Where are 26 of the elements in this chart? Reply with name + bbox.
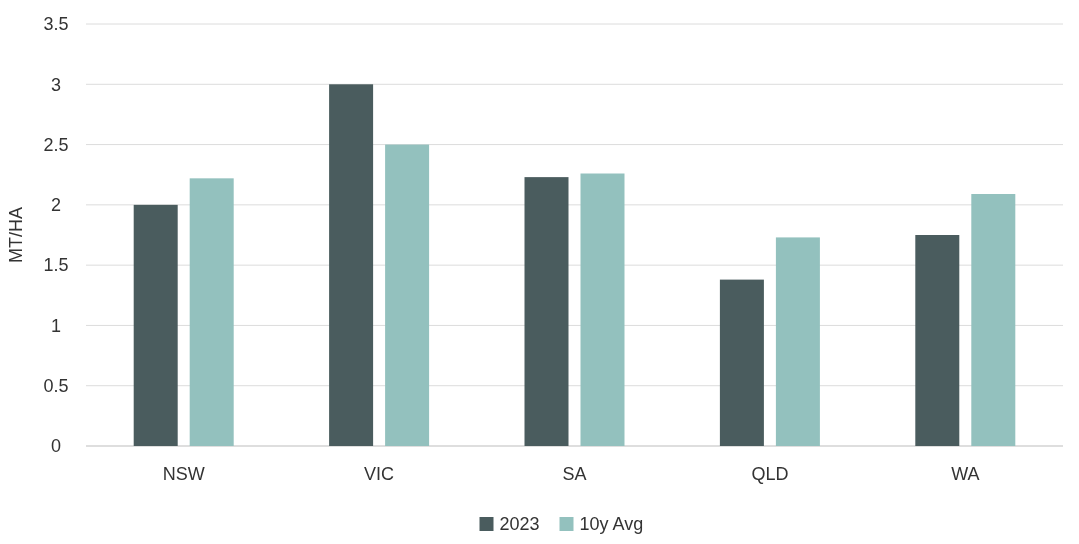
x-tick-label: WA [951, 464, 980, 484]
y-axis-title: MT/HA [6, 207, 26, 263]
bar [524, 177, 569, 446]
bar [133, 204, 178, 446]
bar [189, 178, 234, 446]
bar [775, 237, 820, 446]
bar [385, 144, 430, 446]
y-tick-label: 1 [50, 315, 62, 336]
y-tick-label: 0.5 [43, 376, 69, 397]
bar [329, 84, 374, 446]
legend-label: 2023 [499, 514, 540, 534]
x-tick-label: NSW [162, 464, 205, 484]
legend-label: 10y Avg [579, 514, 644, 534]
bar [971, 194, 1016, 446]
y-tick-label: 0 [50, 436, 62, 457]
y-tick-label: 2 [50, 195, 62, 216]
y-tick-label: 3 [50, 74, 62, 95]
y-tick-label: 2.5 [43, 134, 69, 155]
x-tick-label: SA [562, 464, 587, 484]
bar [719, 279, 764, 446]
y-tick-label: 3.5 [43, 14, 69, 35]
bar [915, 235, 960, 446]
x-tick-label: QLD [751, 464, 789, 484]
bar [580, 173, 625, 446]
y-tick-label: 1.5 [43, 255, 69, 276]
x-tick-label: VIC [364, 464, 395, 484]
